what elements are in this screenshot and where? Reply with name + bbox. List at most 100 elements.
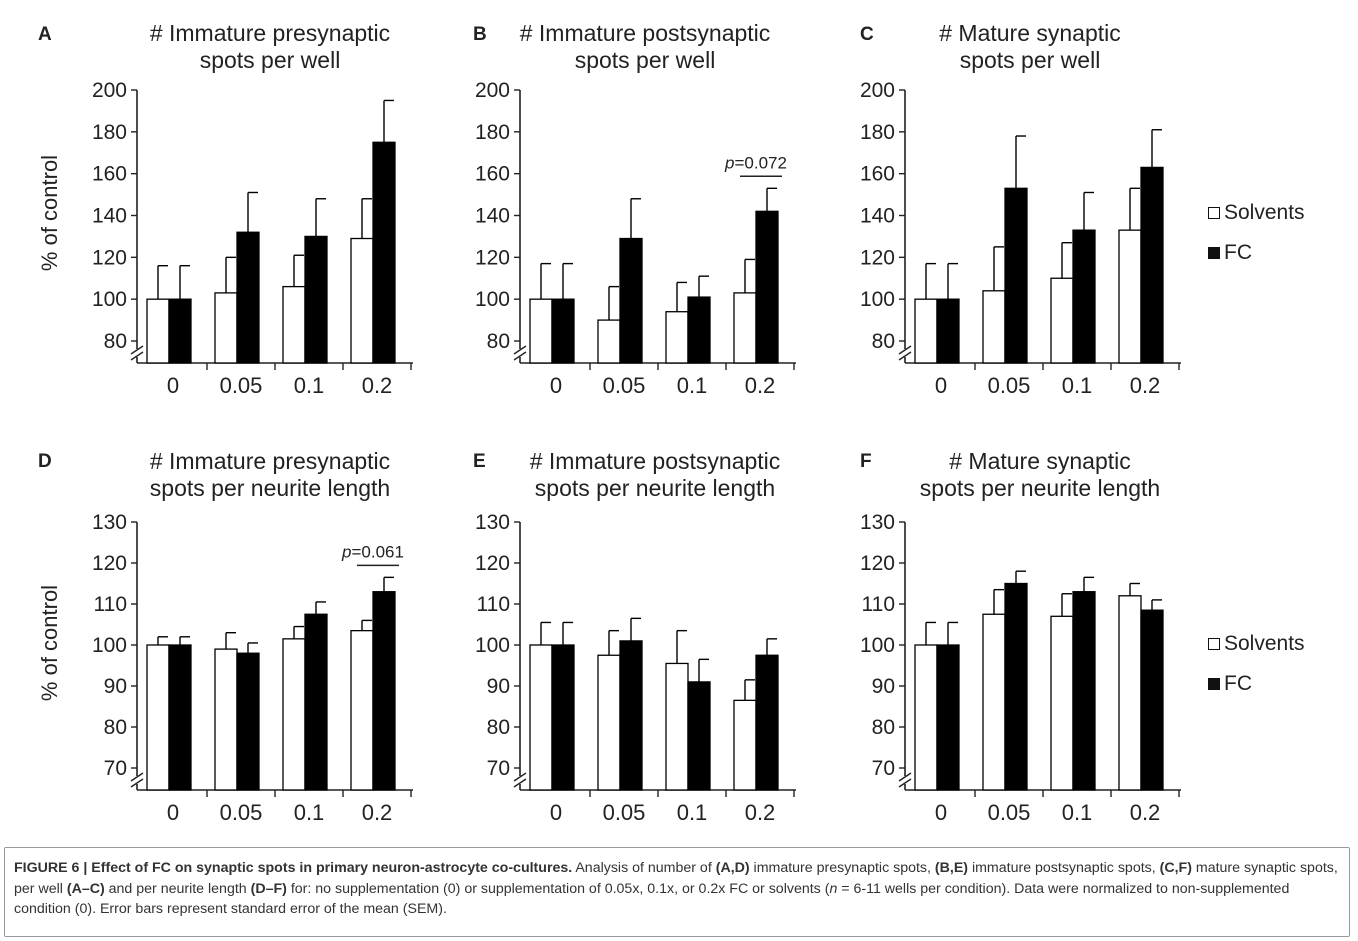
x-tick-label: 0 xyxy=(935,373,947,398)
legend-top: Solvents FC xyxy=(1208,197,1305,269)
y-tick-label: 70 xyxy=(487,757,510,780)
x-tick-label: 0.1 xyxy=(294,373,325,398)
legend-item-solvents: Solvents xyxy=(1208,628,1305,660)
axis-break-mark xyxy=(513,778,527,788)
legend-swatch-fc xyxy=(1208,247,1220,259)
bar-fc xyxy=(1072,591,1096,791)
bar-solvents xyxy=(914,298,938,364)
bar-fc xyxy=(1140,609,1164,791)
y-tick-label: 70 xyxy=(104,757,127,780)
legend-swatch-solvents xyxy=(1208,638,1220,650)
y-tick-label: 70 xyxy=(872,757,895,780)
bar-fc xyxy=(755,210,779,364)
y-tick-label: 80 xyxy=(872,330,895,353)
bar-solvents xyxy=(350,630,374,791)
x-tick-label: 0.2 xyxy=(362,800,393,825)
caption-title: Effect of FC on synaptic spots in primar… xyxy=(91,860,573,876)
y-tick-label: 140 xyxy=(475,205,510,228)
y-tick-label: 130 xyxy=(475,511,510,534)
bar-solvents xyxy=(1118,595,1142,791)
y-tick-label: 120 xyxy=(860,552,895,575)
bar-fc xyxy=(551,298,575,364)
x-tick-label: 0 xyxy=(550,800,562,825)
bar-solvents xyxy=(665,662,689,791)
panel-label-f: F xyxy=(860,451,872,472)
legend-item-solvents: Solvents xyxy=(1208,197,1305,229)
bar-fc xyxy=(936,298,960,364)
y-tick-label: 110 xyxy=(477,593,510,616)
y-tick-label: 120 xyxy=(92,246,127,269)
bar-solvents xyxy=(1050,277,1074,364)
p-value-annotation: p=0.061 xyxy=(341,542,404,561)
caption-ref: (D–F) xyxy=(250,880,287,897)
bar-solvents xyxy=(914,644,938,791)
bar-fc xyxy=(236,652,260,791)
bar-fc xyxy=(168,298,192,364)
caption-n: n xyxy=(829,880,838,897)
p-value-italic: p xyxy=(724,153,734,172)
x-tick-label: 0.2 xyxy=(1130,373,1161,398)
legend-item-fc: FC xyxy=(1208,237,1305,269)
panel-title-a: # Immature presynaptic spots per well xyxy=(149,20,391,73)
y-tick-label: 200 xyxy=(475,79,510,102)
bar-fc xyxy=(687,681,711,791)
bar-solvents xyxy=(282,638,306,791)
caption-text: = 6-11 wells per condition). Data were n… xyxy=(14,880,1290,918)
p-value-italic: p xyxy=(341,542,351,561)
y-tick-label: 80 xyxy=(487,330,510,353)
y-tick-label: 100 xyxy=(860,634,895,657)
p-value-number: =0.061 xyxy=(351,542,403,561)
x-tick-label: 0.05 xyxy=(988,800,1031,825)
caption-ref: (A,D) xyxy=(715,860,750,876)
panel-label-a: A xyxy=(38,24,52,45)
bar-solvents xyxy=(1118,229,1142,364)
bar-solvents xyxy=(982,290,1006,364)
figure-caption: FIGURE 6 | Effect of FC on synaptic spot… xyxy=(14,858,1340,920)
y-tick-label: 180 xyxy=(475,121,510,144)
axis-break-mark xyxy=(130,778,144,788)
bar-solvents xyxy=(529,298,553,364)
bar-solvents xyxy=(982,613,1006,791)
x-tick-label: 0 xyxy=(167,373,179,398)
x-tick-label: 0.05 xyxy=(220,800,263,825)
axis-break-mark xyxy=(513,772,527,782)
bar-fc xyxy=(687,296,711,364)
bar-fc xyxy=(372,141,396,364)
y-tick-label: 90 xyxy=(104,675,127,698)
y-tick-label: 130 xyxy=(860,511,895,534)
caption-text: Analysis of number of xyxy=(572,860,716,876)
y-tick-label: 80 xyxy=(104,330,127,353)
y-tick-label: 100 xyxy=(475,634,510,657)
axis-break-mark xyxy=(513,345,527,355)
x-tick-label: 0 xyxy=(167,800,179,825)
axis-break-mark xyxy=(898,351,912,361)
bar-fc xyxy=(619,237,643,364)
legend-label-fc: FC xyxy=(1224,241,1252,264)
y-tick-label: 160 xyxy=(860,163,895,186)
bar-solvents xyxy=(665,311,689,364)
charts-canvas: 80 100 120 140 160 180 200 0 0.05 0.1 0.2 80 100 120 1… xyxy=(92,79,1181,825)
p-value-annotation: p=0.072 xyxy=(724,153,787,172)
bar-solvents xyxy=(350,237,374,364)
x-tick-label: 0.1 xyxy=(677,800,708,825)
x-tick-label: 0.2 xyxy=(362,373,393,398)
bar-fc xyxy=(304,235,328,364)
bar-solvents xyxy=(146,298,170,364)
y-tick-label: 110 xyxy=(94,593,127,616)
y-tick-label: 200 xyxy=(92,79,127,102)
x-tick-label: 0.2 xyxy=(745,373,776,398)
x-tick-label: 0.1 xyxy=(677,373,708,398)
y-tick-label: 180 xyxy=(92,121,127,144)
panel-title-f: # Mature synaptic spots per neurite lengt… xyxy=(919,448,1161,501)
x-tick-label: 0.2 xyxy=(1130,800,1161,825)
bar-fc xyxy=(619,640,643,791)
bar-fc xyxy=(551,644,575,791)
y-tick-label: 120 xyxy=(475,552,510,575)
y-tick-label: 80 xyxy=(104,716,127,739)
y-tick-label: 80 xyxy=(872,716,895,739)
caption-text: and per neurite length xyxy=(104,880,251,897)
axis-break-mark xyxy=(130,345,144,355)
bar-fc xyxy=(1072,229,1096,364)
y-tick-label: 90 xyxy=(872,675,895,698)
